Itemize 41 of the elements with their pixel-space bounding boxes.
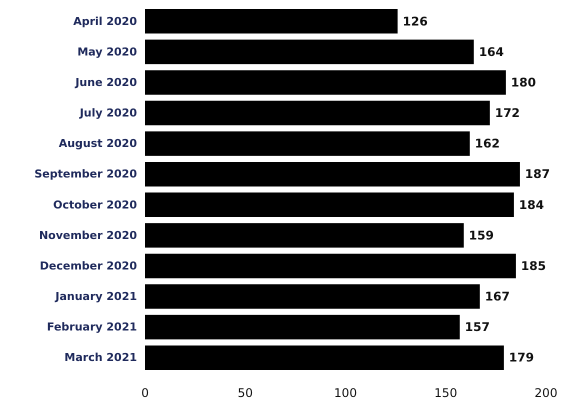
data-label: 162 xyxy=(474,136,500,151)
bar xyxy=(145,100,490,126)
y-tick-label: October 2020 xyxy=(53,198,138,212)
data-label: 179 xyxy=(508,350,534,365)
y-tick-label: November 2020 xyxy=(38,228,138,242)
y-tick-label: April 2020 xyxy=(73,14,138,28)
bar xyxy=(145,254,516,278)
bar xyxy=(145,40,474,64)
y-tick-label: January 2021 xyxy=(54,290,137,304)
data-label: 185 xyxy=(520,258,546,273)
x-tick-label: 200 xyxy=(534,386,558,400)
bar xyxy=(145,192,514,218)
data-label: 126 xyxy=(402,14,428,28)
y-tick-label: March 2021 xyxy=(64,351,137,364)
y-tick-label: July 2020 xyxy=(78,106,138,120)
x-tick-label: 150 xyxy=(434,386,458,400)
bar xyxy=(145,345,504,370)
data-label: 164 xyxy=(478,44,504,59)
bar xyxy=(145,284,480,309)
data-label: 180 xyxy=(510,75,536,90)
y-tick-label: September 2020 xyxy=(34,168,138,181)
bar xyxy=(145,131,470,156)
y-tick-label: June 2020 xyxy=(74,76,138,89)
x-tick-label: 50 xyxy=(238,386,253,400)
x-tick-label: 100 xyxy=(334,386,357,400)
data-label: 184 xyxy=(518,198,544,212)
y-tick-label: August 2020 xyxy=(58,137,138,150)
bar xyxy=(145,9,398,34)
bar xyxy=(145,70,506,95)
y-tick-label: February 2021 xyxy=(46,320,137,334)
data-label: 172 xyxy=(494,106,520,120)
data-label: 157 xyxy=(464,320,490,334)
bar xyxy=(145,162,520,186)
y-tick-label: December 2020 xyxy=(40,259,138,272)
data-label: 187 xyxy=(524,167,550,182)
y-tick-label: May 2020 xyxy=(77,45,138,58)
bar xyxy=(145,223,464,248)
bar xyxy=(145,314,460,340)
data-label: 159 xyxy=(468,228,494,242)
data-label: 167 xyxy=(484,290,510,304)
x-tick-label: 0 xyxy=(141,386,149,400)
